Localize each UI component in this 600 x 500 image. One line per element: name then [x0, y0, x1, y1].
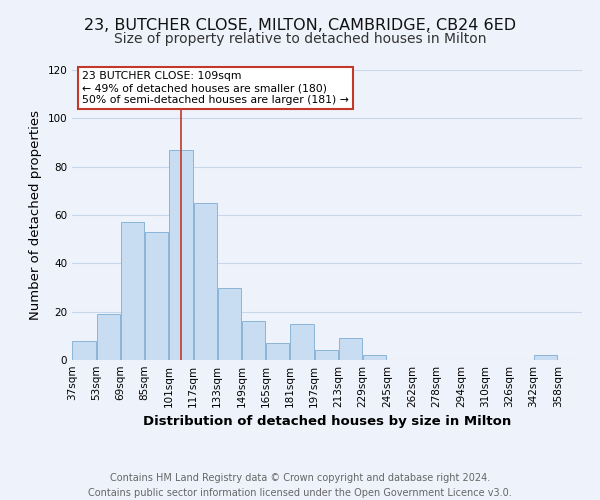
Y-axis label: Number of detached properties: Number of detached properties [29, 110, 42, 320]
Bar [339, 338, 362, 360]
Bar [194, 203, 217, 360]
Bar [242, 322, 265, 360]
Bar [266, 343, 289, 360]
Text: 23 BUTCHER CLOSE: 109sqm
← 49% of detached houses are smaller (180)
50% of semi-: 23 BUTCHER CLOSE: 109sqm ← 49% of detach… [82, 72, 349, 104]
X-axis label: Distribution of detached houses by size in Milton: Distribution of detached houses by size … [143, 416, 511, 428]
Text: Contains HM Land Registry data © Crown copyright and database right 2024.
Contai: Contains HM Land Registry data © Crown c… [88, 472, 512, 498]
Bar [73, 340, 96, 360]
Text: Size of property relative to detached houses in Milton: Size of property relative to detached ho… [114, 32, 486, 46]
Bar [145, 232, 169, 360]
Bar [290, 324, 314, 360]
Bar [534, 355, 557, 360]
Text: 23, BUTCHER CLOSE, MILTON, CAMBRIDGE, CB24 6ED: 23, BUTCHER CLOSE, MILTON, CAMBRIDGE, CB… [84, 18, 516, 32]
Bar [218, 288, 241, 360]
Bar [121, 222, 144, 360]
Bar [314, 350, 338, 360]
Bar [97, 314, 120, 360]
Bar [363, 355, 386, 360]
Bar [169, 150, 193, 360]
